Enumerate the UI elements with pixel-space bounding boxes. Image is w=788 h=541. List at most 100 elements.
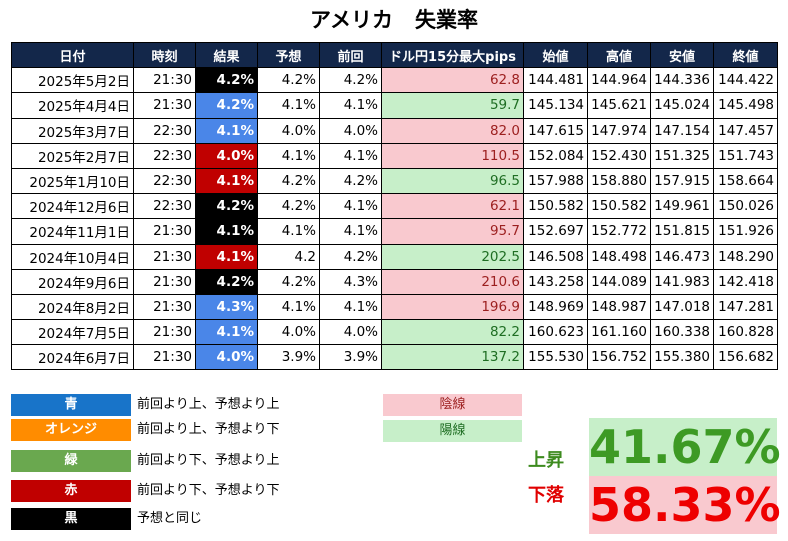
close-cell: 142.418 [713,268,778,295]
time-cell: 22:30 [133,193,196,220]
date-cell: 2025年2月7日 [11,142,134,169]
date-cell: 2024年8月2日 [11,293,134,321]
date-cell: 2024年7月5日 [11,319,134,346]
previous-cell: 4.1% [319,218,382,245]
open-cell: 155.530 [523,344,588,371]
high-cell: 148.987 [587,293,651,321]
date-cell: 2024年11月1日 [11,218,134,245]
result-cell: 4.2% [195,67,258,94]
column-header: 予想 [257,41,320,69]
column-header: 安値 [650,41,714,69]
positive-candle-legend: 陽線 [383,420,522,442]
time-cell: 22:30 [133,117,196,144]
previous-cell: 4.1% [319,92,382,119]
low-cell: 149.961 [650,193,714,220]
forecast-cell: 4.2% [257,167,320,195]
time-cell: 21:30 [133,319,196,346]
pips-cell: 59.7 [381,92,524,119]
table-body: 2025年5月2日 21:30 4.2% 4.2% 4.2% 62.8 144.481 144… [11,67,778,371]
forecast-cell: 4.1% [257,142,320,169]
time-cell: 22:30 [133,142,196,169]
date-cell: 2024年9月6日 [11,268,134,295]
low-cell: 151.815 [650,218,714,245]
forecast-cell: 4.1% [257,92,320,119]
date-cell: 2025年5月2日 [11,67,134,94]
legend-color-box: 黒 [11,508,131,530]
high-cell: 156.752 [587,344,651,371]
open-cell: 152.084 [523,142,588,169]
time-cell: 21:30 [133,344,196,371]
result-cell: 4.1% [195,167,258,195]
date-cell: 2025年3月7日 [11,117,134,144]
previous-cell: 4.0% [319,319,382,346]
forecast-cell: 4.1% [257,293,320,321]
close-cell: 158.664 [713,167,778,195]
column-header: 時刻 [133,41,196,69]
low-cell: 151.325 [650,142,714,169]
close-cell: 148.290 [713,243,778,270]
indicator-table: 日付 時刻 結果 予想 前回 ドル円15分最大pips 始値 高値 安値 終値 2025年5月2日… [11,41,778,371]
low-cell: 147.154 [650,117,714,144]
low-cell: 141.983 [650,268,714,295]
close-cell: 150.026 [713,193,778,220]
title-indicator: 失業率 [414,8,478,32]
table-row: 2025年4月4日 21:30 4.2% 4.1% 4.1% 59.7 145.134 145… [11,92,778,119]
previous-cell: 4.3% [319,268,382,295]
time-cell: 21:30 [133,268,196,295]
previous-cell: 4.2% [319,243,382,270]
close-cell: 147.457 [713,117,778,144]
date-cell: 2025年4月4日 [11,92,134,119]
legend-item: オレンジ 前回より上、予想より下 [11,419,411,441]
open-cell: 148.969 [523,293,588,321]
legend-color-box: オレンジ [11,419,131,441]
forecast-cell: 4.2% [257,193,320,220]
previous-cell: 4.0% [319,117,382,144]
forecast-cell: 4.2% [257,268,320,295]
close-cell: 151.743 [713,142,778,169]
close-cell: 145.498 [713,92,778,119]
result-cell: 4.2% [195,193,258,220]
legend-description: 前回より下、予想より下 [137,483,280,498]
open-cell: 144.481 [523,67,588,94]
column-header: ドル円15分最大pips [381,41,524,69]
down-label: 下落 [528,485,564,506]
high-cell: 148.498 [587,243,651,270]
result-cell: 4.1% [195,218,258,245]
title-country: アメリカ [310,8,393,32]
table-row: 2025年3月7日 22:30 4.1% 4.0% 4.0% 82.0 147.615 147… [11,117,778,144]
column-header: 高値 [587,41,651,69]
time-cell: 21:30 [133,243,196,270]
legend-item: 緑前回より下、予想より上 [11,450,411,472]
column-header: 前回 [319,41,382,69]
high-cell: 152.772 [587,218,651,245]
result-cell: 4.1% [195,243,258,270]
low-cell: 155.380 [650,344,714,371]
open-cell: 160.623 [523,319,588,346]
previous-cell: 4.1% [319,193,382,220]
pips-cell: 82.2 [381,319,524,346]
open-cell: 150.582 [523,193,588,220]
result-cell: 4.2% [195,268,258,295]
page-title: アメリカ 失業率 [0,4,788,36]
legend-item: 黒予想と同じ [11,508,411,530]
high-cell: 145.621 [587,92,651,119]
up-percentage: 41.67% [589,418,781,476]
pips-cell: 95.7 [381,218,524,245]
pips-cell: 110.5 [381,142,524,169]
open-cell: 146.508 [523,243,588,270]
legend-description: 前回より下、予想より上 [137,453,280,468]
date-cell: 2024年10月4日 [11,243,134,270]
pips-cell: 196.9 [381,293,524,321]
legend-color-box: 緑 [11,450,131,472]
low-cell: 144.336 [650,67,714,94]
open-cell: 157.988 [523,167,588,195]
forecast-cell: 4.2 [257,243,320,270]
previous-cell: 4.1% [319,142,382,169]
table-row: 2024年12月6日 22:30 4.2% 4.2% 4.1% 62.1 150.582 15… [11,193,778,220]
open-cell: 147.615 [523,117,588,144]
column-header: 結果 [195,41,258,69]
up-label: 上昇 [528,450,564,471]
result-cell: 4.0% [195,142,258,169]
low-cell: 160.338 [650,319,714,346]
close-cell: 160.828 [713,319,778,346]
